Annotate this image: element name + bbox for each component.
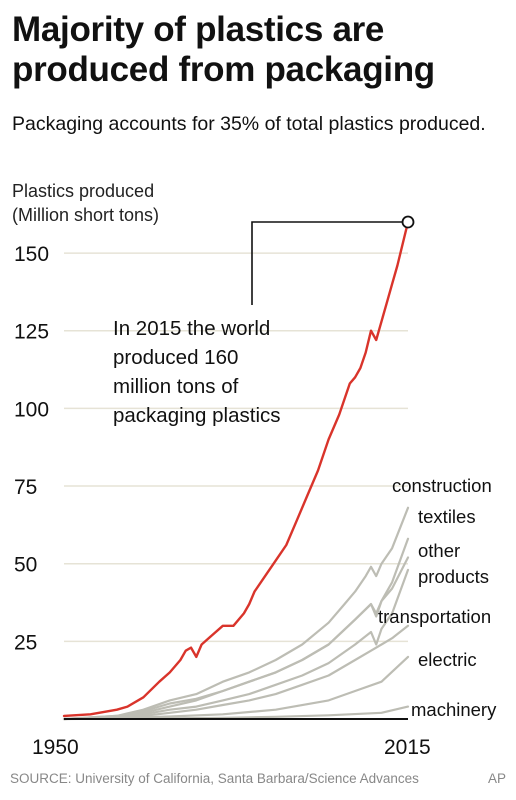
transportation-line xyxy=(62,568,410,721)
source-text: SOURCE: University of California, Santa … xyxy=(10,771,419,786)
x-axis-ticks: 1950 2015 xyxy=(32,736,431,759)
y-tick-25: 25 xyxy=(14,631,37,654)
line-chart: Plastics produced (Million short tons) 25… xyxy=(12,181,497,759)
annotation-leader xyxy=(251,221,402,305)
series-label-machinery: machinery xyxy=(411,699,497,720)
annotation-line-1: In 2015 the world xyxy=(113,317,270,340)
y-axis-ticks: 25 50 75 100 125 150 xyxy=(14,243,49,654)
y-tick-100: 100 xyxy=(14,398,49,421)
packaging-line xyxy=(62,220,410,718)
grid-lines xyxy=(64,252,408,643)
series-label-other-products-2: products xyxy=(418,566,489,587)
ap-logo: AP xyxy=(488,771,507,786)
chart-title: Majority of plastics are produced from p… xyxy=(12,10,435,89)
y-axis-label-line-1: Plastics produced xyxy=(12,181,154,201)
y-axis-label: Plastics produced (Million short tons) xyxy=(12,181,159,225)
annotation-line-2: produced 160 xyxy=(113,346,238,369)
annotation-line-4: packaging plastics xyxy=(113,404,281,427)
series-label-electric: electric xyxy=(418,649,477,670)
y-tick-75: 75 xyxy=(14,476,37,499)
x-tick-1950: 1950 xyxy=(32,736,79,759)
series-label-construction: construction xyxy=(392,475,492,496)
y-axis-label-line-2: (Million short tons) xyxy=(12,205,159,225)
annotation-text: In 2015 the world produced 160 million ton… xyxy=(113,317,281,427)
annotation-line-3: million tons of xyxy=(113,375,239,398)
series-label-other-products-1: other xyxy=(418,540,460,561)
series-label-textiles: textiles xyxy=(418,506,476,527)
x-tick-2015: 2015 xyxy=(384,736,431,759)
series-label-transportation: transportation xyxy=(378,606,491,627)
electric-line xyxy=(62,624,410,721)
y-tick-125: 125 xyxy=(14,321,49,344)
endpoint-marker xyxy=(401,215,415,229)
series-labels: construction textiles other products transpo… xyxy=(378,475,497,720)
gray-series-lines xyxy=(62,506,410,721)
y-tick-150: 150 xyxy=(14,243,49,266)
annotation-leader-line xyxy=(251,221,402,305)
packaging-series-line xyxy=(62,220,410,718)
chart-subtitle: Packaging accounts for 35% of total plas… xyxy=(12,113,486,135)
textiles-line xyxy=(62,537,410,721)
other-products-line xyxy=(62,556,410,721)
y-tick-50: 50 xyxy=(14,554,37,577)
source-note: SOURCE: University of California, Santa … xyxy=(10,771,510,786)
endpoint-circle xyxy=(401,215,415,229)
construction-line xyxy=(62,506,410,721)
